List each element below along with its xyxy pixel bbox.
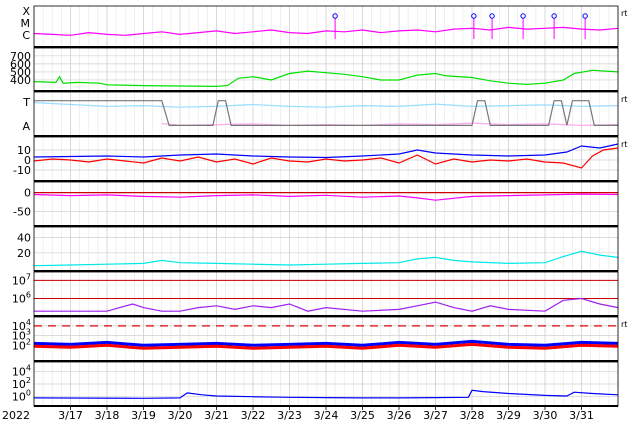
y-tick-label: 100 (12, 389, 31, 404)
y-tick-label: 102 (12, 376, 31, 391)
y-tick-label: 10 (17, 144, 31, 157)
flare-marker (332, 13, 338, 19)
y-tick-label: 102 (12, 337, 31, 352)
y-tick-label: 103 (12, 328, 31, 343)
x-tick-label: 3/19 (131, 409, 156, 422)
series-line-xray-0 (33, 26, 619, 36)
y-category-label: X (22, 5, 30, 18)
right-label: rt (621, 320, 627, 329)
y-category-label: M (21, 17, 31, 30)
panel-bz-gsm: -500 (13, 181, 619, 227)
y-tick-label: 40 (17, 232, 31, 245)
x-tick-label: 3/25 (350, 409, 375, 422)
x-tick-label: 3/30 (533, 409, 558, 422)
x-tick-label: 3/20 (168, 409, 193, 422)
series-line-imf-ta-0 (33, 102, 619, 108)
y-tick-label: 0 (24, 154, 31, 167)
x-tick-label: 3/24 (314, 409, 339, 422)
right-label: rt (621, 140, 627, 149)
x-tick-label: 3/28 (460, 409, 485, 422)
y-tick-label: 20 (17, 247, 31, 260)
series-line-imf-ta-1 (161, 122, 619, 127)
x-tick-label: 3/22 (241, 409, 266, 422)
y-tick-label: 106 (12, 291, 31, 306)
series-line-bz-gsm-0 (33, 193, 619, 201)
series-line-speed-0 (33, 69, 619, 88)
flare-marker (471, 13, 477, 19)
y-tick-label: 600 (10, 58, 31, 71)
x-tick-label: 3/17 (58, 409, 83, 422)
series-line-particles-1 (33, 342, 619, 350)
flare-marker (582, 13, 588, 19)
right-label: rt (621, 9, 627, 18)
series-line-particles-0 (33, 339, 619, 347)
series-line-bfield-1 (33, 147, 619, 169)
series-line-proton-flux-0 (33, 389, 619, 399)
y-tick-label: -10 (13, 164, 31, 177)
series-line-bfield-0 (33, 143, 619, 159)
y-tick-label: 0 (24, 187, 31, 200)
series-line-temperature-0 (34, 297, 619, 312)
x-tick-label: 3/26 (387, 409, 412, 422)
x-tick-label: 3/23 (277, 409, 302, 422)
y-tick-label: 104 (12, 318, 31, 333)
x-axis: 2022 3/17 3/18 3/19 3/20 3/21 3/22 3/23 3/24 3/25… (2, 406, 594, 422)
x-tick-label: 3/21 (204, 409, 229, 422)
flare-marker (489, 13, 495, 19)
series-line-imf-ta-2 (34, 100, 618, 126)
y-tick-label: 500 (10, 66, 31, 79)
x-tick-label: 3/29 (496, 409, 521, 422)
y-category-label: A (22, 120, 30, 133)
series-line-density-0 (33, 250, 619, 267)
year-label: 2022 (2, 409, 30, 422)
y-tick-label: 700 (10, 50, 31, 63)
flare-marker (520, 13, 526, 19)
y-category-label: T (22, 96, 30, 109)
y-tick-label: 400 (10, 74, 31, 87)
x-tick-label: 3/31 (569, 409, 594, 422)
x-tick-label: 3/18 (95, 409, 120, 422)
y-category-label: C (22, 29, 30, 42)
y-tick-label: 104 (12, 363, 31, 378)
y-tick-label: -50 (13, 206, 31, 219)
flare-marker (551, 13, 557, 19)
y-tick-label: 107 (12, 272, 31, 287)
right-label: rt (621, 95, 627, 104)
x-tick-label: 3/27 (423, 409, 448, 422)
